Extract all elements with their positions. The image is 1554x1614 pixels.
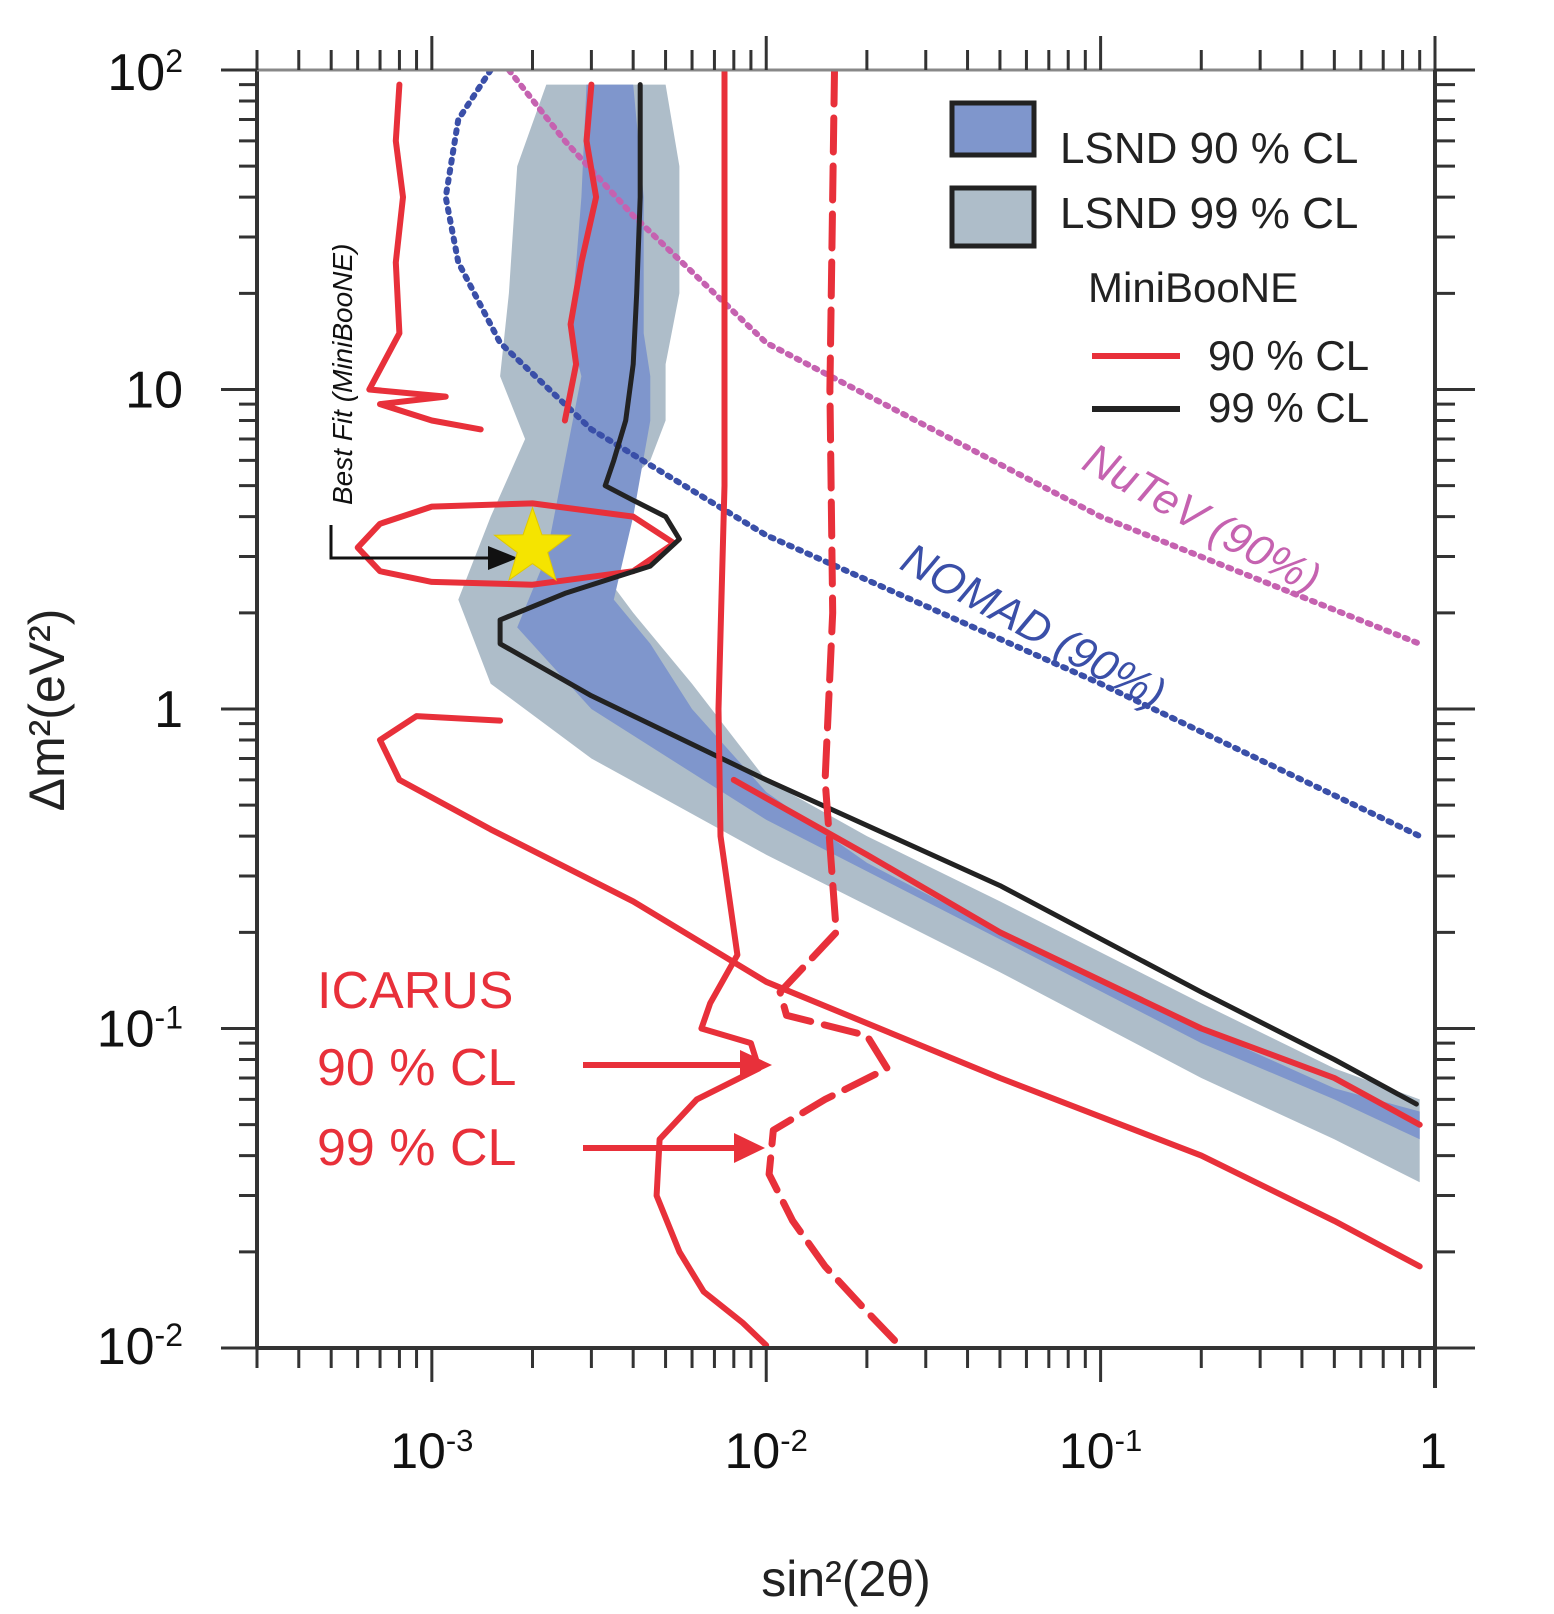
y-tick-label-exponent: 2 [165, 43, 183, 79]
legend-label-mb90: 90 % CL [1208, 332, 1369, 379]
icarus-90-arrowhead [740, 1050, 772, 1080]
curve-miniboone-99-cl [497, 82, 1419, 1107]
x-tick-label: 1 [1419, 1423, 1447, 1479]
exclusion-curves [354, 70, 1423, 1348]
nomad-label: NOMAD (90%) [893, 534, 1173, 719]
y-axis-title: Δm²(eV²) [19, 609, 75, 812]
x-tick-label: 10-1 [1059, 1423, 1142, 1480]
icarus-label: ICARUS [317, 962, 513, 1020]
curve-nomad-90 [442, 70, 1423, 840]
x-axis-title: sin²(2θ) [761, 1551, 930, 1607]
curve-icarus-90-cl [653, 70, 770, 1348]
nutev-label: NuTeV (90%) [1075, 434, 1328, 604]
legend-label-lsnd90: LSND 90 % CL [1060, 124, 1358, 173]
legend: LSND 90 % CL LSND 99 % CL MiniBooNE 90 %… [949, 100, 1369, 431]
y-tick-label: 102 [107, 43, 183, 102]
legend-label-mb99: 99 % CL [1208, 384, 1369, 431]
curve-miniboone-90-cl-lower [730, 776, 1423, 1128]
y-tick-label: 1 [154, 681, 183, 739]
curve-icarus-99-cl [765, 70, 903, 1348]
x-tick-label-exponent: -1 [1115, 1423, 1143, 1458]
lsnd-allowed-regions [458, 84, 1420, 1183]
y-tick-label-exponent: -1 [155, 1000, 183, 1036]
bestfit-arrowhead [488, 546, 518, 570]
bestfit-label: Best Fit (MiniBooNE) [327, 244, 358, 505]
x-tick-label: 10-3 [390, 1423, 473, 1480]
curve-nutev-90 [505, 70, 1423, 647]
plot-axes: 10-3 10-2 10-1 1 102 10 1 10-1 10-2 [97, 36, 1475, 1479]
y-tick-label: 10 [125, 362, 183, 420]
legend-label-miniboone: MiniBooNE [1088, 264, 1298, 311]
curve-icarus-region-loop [377, 713, 1423, 1270]
legend-swatch-lsnd99 [949, 185, 1037, 249]
best-fit-star [493, 506, 572, 582]
y-tick-label-exponent: -2 [155, 1317, 183, 1353]
icarus-99-arrowhead [734, 1133, 765, 1163]
y-tick-label: 10-2 [97, 1317, 183, 1376]
curve-miniboone-90-cl-middle [561, 81, 600, 424]
x-tick-label-exponent: -2 [780, 1423, 808, 1458]
legend-swatch-lsnd90 [949, 100, 1037, 158]
x-tick-label-exponent: -3 [446, 1423, 474, 1458]
icarus-90-label: 90 % CL [317, 1039, 516, 1097]
curve-miniboone-90-cl-left [366, 81, 484, 433]
icarus-99-label: 99 % CL [317, 1119, 516, 1177]
x-tick-label: 10-2 [725, 1423, 808, 1480]
legend-label-lsnd99: LSND 99 % CL [1060, 189, 1358, 238]
bestfit-arrow [329, 525, 500, 560]
y-tick-label: 10-1 [97, 1000, 183, 1059]
